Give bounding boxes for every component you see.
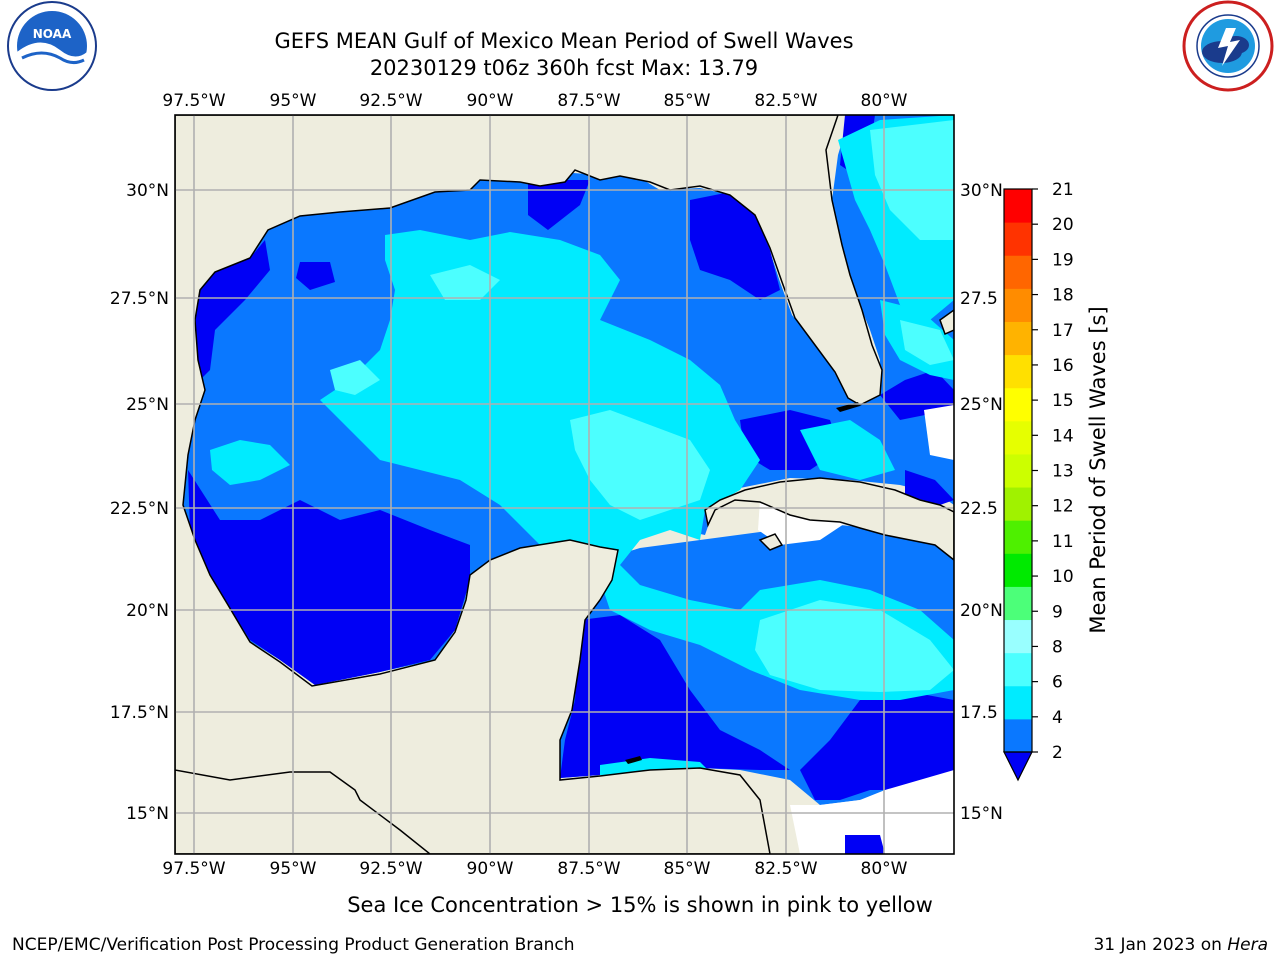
lon-label: 85°W xyxy=(664,859,711,879)
colorbar-under-triangle xyxy=(1003,751,1033,782)
colorbar-tick-label: 16 xyxy=(1052,356,1074,376)
noaa-logo-text: NOAA xyxy=(33,27,72,41)
colorbar-tick-label: 11 xyxy=(1052,532,1074,552)
lat-labels-left: 30°N 27.5°N 25°N 22.5°N 20°N 17.5°N 15°N xyxy=(110,181,169,824)
colorbar-tick-label: 9 xyxy=(1052,602,1063,622)
lon-label: 87.5°W xyxy=(557,859,620,879)
lat-label: 15°N xyxy=(126,804,169,824)
colorbar-tick-label: 21 xyxy=(1052,180,1074,200)
colorbar-tick-label: 13 xyxy=(1052,462,1074,482)
lon-label: 92.5°W xyxy=(359,859,422,879)
lat-label: 25°N xyxy=(960,395,1003,415)
lon-label: 90°W xyxy=(467,91,514,111)
colorbar: 21 20 19 18 17 16 15 14 13 12 11 10 9 8 6 4 2 Mean Perio… xyxy=(1003,180,1110,782)
colorbar-tick-label: 17 xyxy=(1052,321,1074,341)
colorbar-tick-label: 18 xyxy=(1052,286,1074,306)
colorbar-segment xyxy=(1004,685,1032,720)
sea-ice-note: Sea Ice Concentration > 15% is shown in … xyxy=(347,893,933,917)
colorbar-tick-label: 8 xyxy=(1052,637,1063,657)
colorbar-tick-label: 4 xyxy=(1052,708,1063,728)
lon-label: 97.5°W xyxy=(162,859,225,879)
colorbar-tick-label: 6 xyxy=(1052,673,1063,693)
lat-label: 22.5°N xyxy=(110,499,169,519)
lat-label: 27.5°N xyxy=(110,289,169,309)
footer-host: Hera xyxy=(1227,935,1268,955)
footer-date: 31 Jan 2023 on Hera xyxy=(1093,935,1268,955)
colorbar-segment xyxy=(1004,652,1032,687)
colorbar-label: Mean Period of Swell Waves [s] xyxy=(1086,306,1110,633)
colorbar-segment xyxy=(1004,288,1032,322)
colorbar-ticks: 21 20 19 18 17 16 15 14 13 12 11 10 9 8 6 4 2 xyxy=(1032,180,1074,763)
graticule xyxy=(175,115,954,854)
lat-label: 17.5°N xyxy=(110,703,169,723)
map-frame xyxy=(174,114,955,855)
colorbar-segment xyxy=(1004,553,1032,587)
lat-labels-right: 30°N 27.5 25°N 22.5 20°N 17.5 15°N xyxy=(960,181,1003,824)
dark-blue-zones xyxy=(185,115,954,854)
colorbar-tick-label: 14 xyxy=(1052,426,1074,446)
map-plot xyxy=(175,115,954,854)
lon-label: 87.5°W xyxy=(557,91,620,111)
footer-date-text: 31 Jan 2023 on xyxy=(1093,935,1227,955)
colorbar-tick-label: 19 xyxy=(1052,250,1074,270)
colorbar-segment xyxy=(1004,487,1032,521)
colorbar-segments xyxy=(1004,189,1032,753)
lon-label: 85°W xyxy=(664,91,711,111)
light-cyan-zones xyxy=(330,120,954,692)
lat-label: 20°N xyxy=(960,601,1003,621)
lat-label: 17.5 xyxy=(960,703,998,723)
colorbar-tick-label: 2 xyxy=(1052,743,1063,763)
colorbar-segment xyxy=(1004,354,1032,389)
lon-label: 80°W xyxy=(861,859,908,879)
lon-label: 82.5°W xyxy=(754,91,817,111)
colorbar-segment xyxy=(1004,586,1032,621)
map-title: GEFS MEAN Gulf of Mexico Mean Period of … xyxy=(274,29,853,53)
colorbar-segment xyxy=(1004,321,1032,356)
footer-credit: NCEP/EMC/Verification Post Processing Pr… xyxy=(12,935,575,955)
lat-label: 22.5 xyxy=(960,499,998,519)
lon-labels-bottom: 97.5°W 95°W 92.5°W 90°W 87.5°W 85°W 82.5… xyxy=(162,859,907,879)
colorbar-tick-label: 12 xyxy=(1052,497,1074,517)
colorbar-segment xyxy=(1004,255,1032,289)
lon-label: 97.5°W xyxy=(162,91,225,111)
colorbar-segment xyxy=(1004,453,1032,488)
lat-label: 30°N xyxy=(126,181,169,201)
colorbar-tick-label: 20 xyxy=(1052,215,1074,235)
lat-label: 20°N xyxy=(126,601,169,621)
lon-label: 95°W xyxy=(270,91,317,111)
coastlines xyxy=(175,115,954,854)
lat-label: 27.5 xyxy=(960,289,998,309)
colorbar-segment xyxy=(1004,189,1032,223)
colorbar-segment xyxy=(1004,520,1032,554)
lat-label: 30°N xyxy=(960,181,1003,201)
map-subtitle: 20230129 t06z 360h fcst Max: 13.79 xyxy=(370,56,758,80)
noaa-logo: NOAA xyxy=(7,1,97,91)
colorbar-segment xyxy=(1004,420,1032,455)
colorbar-segment xyxy=(1004,387,1032,422)
lon-label: 80°W xyxy=(861,91,908,111)
lon-labels-top: 97.5°W 95°W 92.5°W 90°W 87.5°W 85°W 82.5… xyxy=(162,91,907,111)
lat-label: 15°N xyxy=(960,804,1003,824)
lon-label: 92.5°W xyxy=(359,91,422,111)
colorbar-tick-label: 10 xyxy=(1052,567,1074,587)
colorbar-segment xyxy=(1004,619,1032,654)
lon-label: 90°W xyxy=(467,859,514,879)
lat-label: 25°N xyxy=(126,395,169,415)
lon-label: 95°W xyxy=(270,859,317,879)
colorbar-tick-label: 15 xyxy=(1052,391,1074,411)
colorbar-segment xyxy=(1004,222,1032,256)
lon-label: 82.5°W xyxy=(754,859,817,879)
nws-logo xyxy=(1182,0,1274,92)
colorbar-segment xyxy=(1004,718,1032,753)
